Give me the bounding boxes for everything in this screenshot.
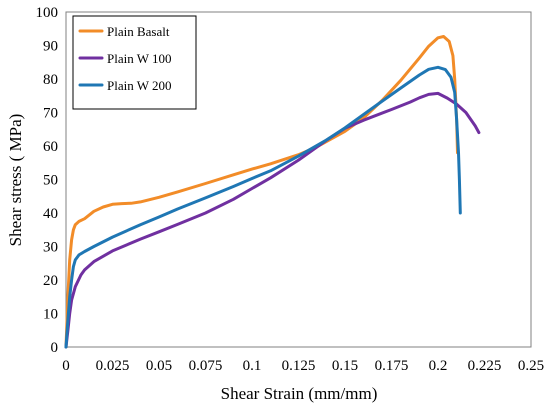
x-tick-label: 0.05: [146, 358, 172, 374]
plot-area: [65, 11, 532, 348]
y-tick-label: 30: [43, 240, 58, 256]
y-tick-label: 80: [43, 72, 58, 88]
series-line-plain-w-100: [64, 91, 481, 349]
x-tick-label: 0: [62, 358, 70, 374]
x-tick-label: 0.075: [189, 358, 223, 374]
x-tick-label: 0.25: [518, 358, 544, 374]
y-tick-label: 0: [51, 340, 59, 356]
series-line-plain-w-200: [64, 65, 462, 349]
y-tick-label: 70: [43, 106, 58, 122]
series-line-plain-basalt: [64, 35, 459, 349]
x-tick-label: 0.2: [429, 358, 448, 374]
y-tick-label: 60: [43, 139, 58, 155]
x-axis-title: Shear Strain (mm/mm): [221, 384, 378, 403]
x-tick-label: 0.025: [96, 358, 130, 374]
x-tick-label: 0.225: [468, 358, 502, 374]
legend-label: Plain Basalt: [107, 24, 170, 39]
y-tick-label: 20: [43, 273, 58, 289]
legend: Plain Basalt Plain W 100 Plain W 200: [72, 15, 197, 110]
y-axis-title: Shear stress ( MPa): [6, 114, 25, 247]
legend-box: [72, 15, 197, 110]
y-tick-label: 50: [43, 173, 58, 189]
y-tick-label: 40: [43, 206, 58, 222]
plot-border: [65, 11, 532, 348]
legend-label: Plain W 200: [107, 78, 172, 93]
y-tick-label: 90: [43, 39, 58, 55]
x-tick-label: 0.125: [282, 358, 316, 374]
x-tick-label: 0.175: [375, 358, 409, 374]
x-axis-tick-labels: 0 0.025 0.05 0.075 0.1 0.125 0.15 0.175 0.2 0.225…: [62, 358, 544, 374]
x-tick-label: 0.1: [243, 358, 262, 374]
legend-label: Plain W 100: [107, 51, 172, 66]
y-tick-label: 10: [43, 307, 58, 323]
series-lines: [64, 35, 481, 349]
x-tick-label: 0.15: [332, 358, 358, 374]
y-tick-label: 100: [36, 5, 59, 21]
y-axis-tick-labels: 0 10 20 30 40 50 60 70 80 90 100: [36, 5, 59, 356]
